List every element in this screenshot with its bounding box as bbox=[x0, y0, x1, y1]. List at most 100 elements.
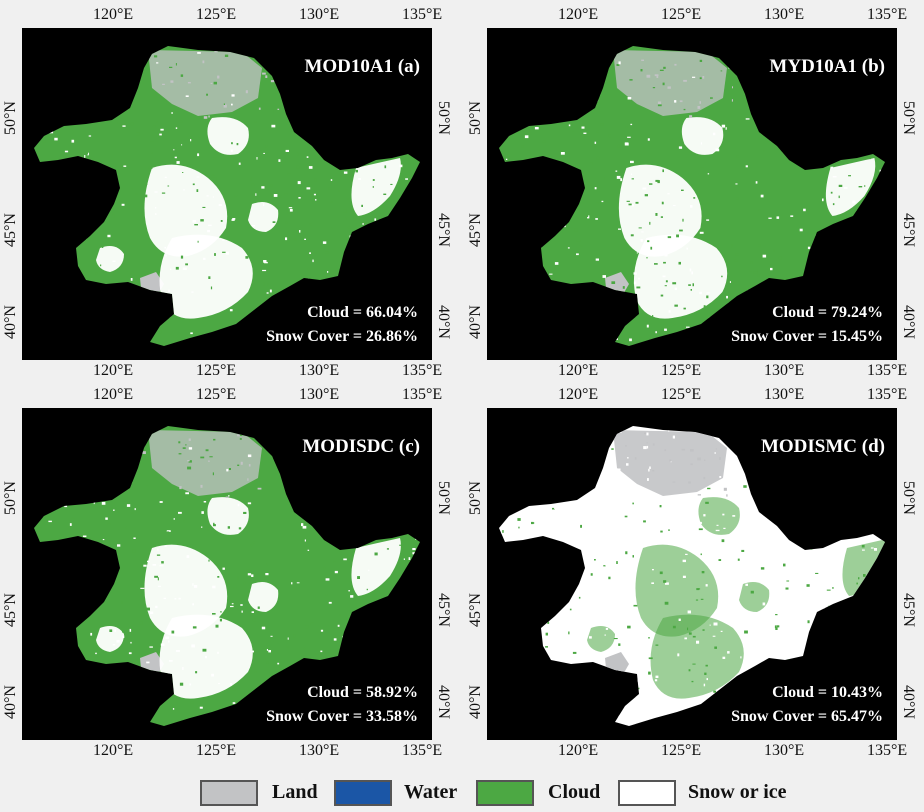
pixel-speckle bbox=[203, 501, 207, 503]
pixel-speckle bbox=[820, 647, 825, 650]
pixel-speckle bbox=[598, 337, 601, 340]
pixel-speckle bbox=[122, 125, 126, 127]
pixel-speckle bbox=[348, 655, 351, 658]
pixel-speckle bbox=[39, 319, 41, 323]
pixel-speckle bbox=[202, 648, 207, 652]
panel-title: MYD10A1 (b) bbox=[769, 56, 885, 77]
lon-tick-label: 130°E bbox=[764, 6, 805, 23]
pixel-speckle bbox=[147, 708, 150, 712]
pixel-speckle bbox=[635, 36, 638, 38]
pixel-speckle bbox=[552, 507, 555, 510]
pixel-speckle bbox=[319, 525, 322, 529]
snow-cover-stat: Snow Cover = 26.86% bbox=[266, 328, 418, 345]
pixel-speckle bbox=[736, 284, 740, 286]
pixel-speckle bbox=[672, 481, 676, 483]
pixel-speckle bbox=[353, 732, 356, 733]
pixel-speckle bbox=[76, 458, 80, 461]
pixel-speckle bbox=[697, 457, 701, 461]
pixel-speckle bbox=[80, 206, 82, 210]
pixel-speckle bbox=[491, 450, 493, 452]
pixel-speckle bbox=[662, 169, 664, 173]
pixel-speckle bbox=[524, 107, 529, 109]
pixel-speckle bbox=[71, 517, 75, 519]
cloud-area bbox=[698, 497, 740, 535]
pixel-speckle bbox=[582, 417, 584, 419]
lat-tick-label: 50°N bbox=[467, 481, 484, 515]
pixel-speckle bbox=[384, 674, 387, 677]
pixel-speckle bbox=[74, 114, 76, 116]
pixel-speckle bbox=[669, 138, 673, 140]
pixel-speckle bbox=[178, 511, 182, 514]
pixel-speckle bbox=[289, 60, 293, 63]
pixel-speckle bbox=[130, 271, 134, 274]
pixel-speckle bbox=[571, 538, 576, 540]
pixel-speckle bbox=[34, 512, 37, 515]
pixel-speckle bbox=[401, 357, 404, 359]
pixel-speckle bbox=[595, 202, 599, 204]
pixel-speckle bbox=[516, 697, 520, 701]
pixel-speckle bbox=[706, 292, 711, 294]
pixel-speckle bbox=[183, 189, 185, 191]
pixel-speckle bbox=[526, 150, 531, 153]
pixel-speckle bbox=[31, 522, 34, 524]
pixel-speckle bbox=[128, 652, 132, 655]
pixel-speckle bbox=[41, 616, 43, 619]
pixel-speckle bbox=[662, 695, 664, 698]
pixel-speckle bbox=[69, 720, 72, 723]
pixel-speckle bbox=[690, 36, 693, 38]
pixel-speckle bbox=[833, 414, 836, 416]
pixel-speckle bbox=[637, 687, 640, 690]
pixel-speckle bbox=[185, 263, 188, 266]
pixel-speckle bbox=[271, 37, 275, 39]
pixel-speckle bbox=[202, 206, 206, 208]
map-graphic bbox=[31, 426, 426, 733]
pixel-speckle bbox=[503, 32, 505, 35]
pixel-speckle bbox=[115, 291, 119, 294]
pixel-speckle bbox=[123, 75, 125, 78]
pixel-speckle bbox=[423, 464, 426, 466]
pixel-speckle bbox=[195, 426, 198, 429]
pixel-speckle bbox=[419, 688, 420, 692]
pixel-speckle bbox=[718, 559, 722, 561]
pixel-speckle bbox=[229, 331, 234, 334]
pixel-speckle bbox=[896, 285, 897, 288]
pixel-speckle bbox=[747, 290, 750, 293]
pixel-speckle bbox=[504, 632, 509, 634]
pixel-speckle bbox=[807, 620, 810, 624]
pixel-speckle bbox=[568, 631, 570, 635]
pixel-speckle bbox=[683, 79, 687, 82]
pixel-speckle bbox=[122, 635, 125, 638]
pixel-speckle bbox=[794, 600, 799, 603]
pixel-speckle bbox=[618, 643, 621, 646]
pixel-speckle bbox=[518, 61, 520, 64]
pixel-speckle bbox=[535, 444, 539, 447]
pixel-speckle bbox=[176, 161, 180, 164]
pixel-speckle bbox=[211, 174, 215, 176]
pixel-speckle bbox=[601, 354, 604, 355]
pixel-speckle bbox=[555, 311, 559, 314]
pixel-speckle bbox=[247, 502, 252, 505]
pixel-speckle bbox=[282, 52, 286, 55]
pixel-speckle bbox=[868, 427, 871, 429]
pixel-speckle bbox=[644, 432, 647, 435]
pixel-speckle bbox=[825, 291, 828, 293]
pixel-speckle bbox=[73, 557, 76, 561]
pixel-speckle bbox=[303, 647, 306, 650]
pixel-speckle bbox=[687, 627, 689, 631]
pixel-speckle bbox=[337, 676, 340, 679]
legend-swatch-cloud bbox=[476, 780, 534, 806]
pixel-speckle bbox=[215, 624, 219, 628]
pixel-speckle bbox=[155, 213, 157, 215]
pixel-speckle bbox=[349, 529, 351, 531]
pixel-speckle bbox=[271, 450, 273, 454]
panel-title: MODISMC (d) bbox=[760, 436, 885, 457]
pixel-speckle bbox=[619, 431, 622, 433]
pixel-speckle bbox=[822, 198, 824, 202]
pixel-speckle bbox=[852, 505, 856, 508]
pixel-speckle bbox=[656, 75, 659, 78]
pixel-speckle bbox=[145, 194, 148, 198]
pixel-speckle bbox=[704, 672, 707, 675]
pixel-speckle bbox=[113, 710, 116, 712]
pixel-speckle bbox=[231, 94, 235, 97]
pixel-speckle bbox=[123, 165, 127, 167]
